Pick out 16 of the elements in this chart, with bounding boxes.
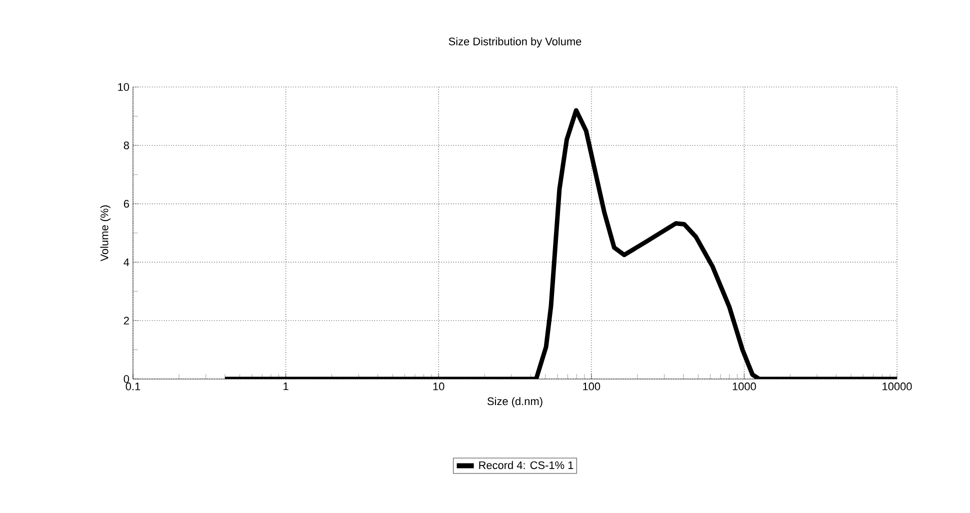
- legend-label: Record 4: CS-1% 1: [479, 461, 574, 470]
- x-axis-title: Size (d.nm): [487, 397, 542, 408]
- y-tick-label: 2: [124, 316, 129, 324]
- x-tick-label: 10000: [882, 382, 912, 390]
- y-axis-title: Volume (%): [100, 205, 110, 262]
- y-tick-label: 10: [118, 83, 130, 91]
- y-tick-label: 4: [124, 258, 130, 266]
- x-tick-label: 1: [284, 382, 288, 390]
- y-tick-label: 0: [124, 375, 130, 383]
- x-tick-label: 100: [583, 382, 600, 390]
- y-tick-label: 6: [124, 200, 129, 208]
- chart-title: Size Distribution by Volume: [448, 37, 582, 48]
- x-tick-label: 1000: [732, 382, 756, 390]
- x-tick-label: 10: [433, 382, 444, 390]
- x-tick-label: 0.1: [126, 382, 140, 390]
- y-tick-label: 8: [124, 142, 129, 150]
